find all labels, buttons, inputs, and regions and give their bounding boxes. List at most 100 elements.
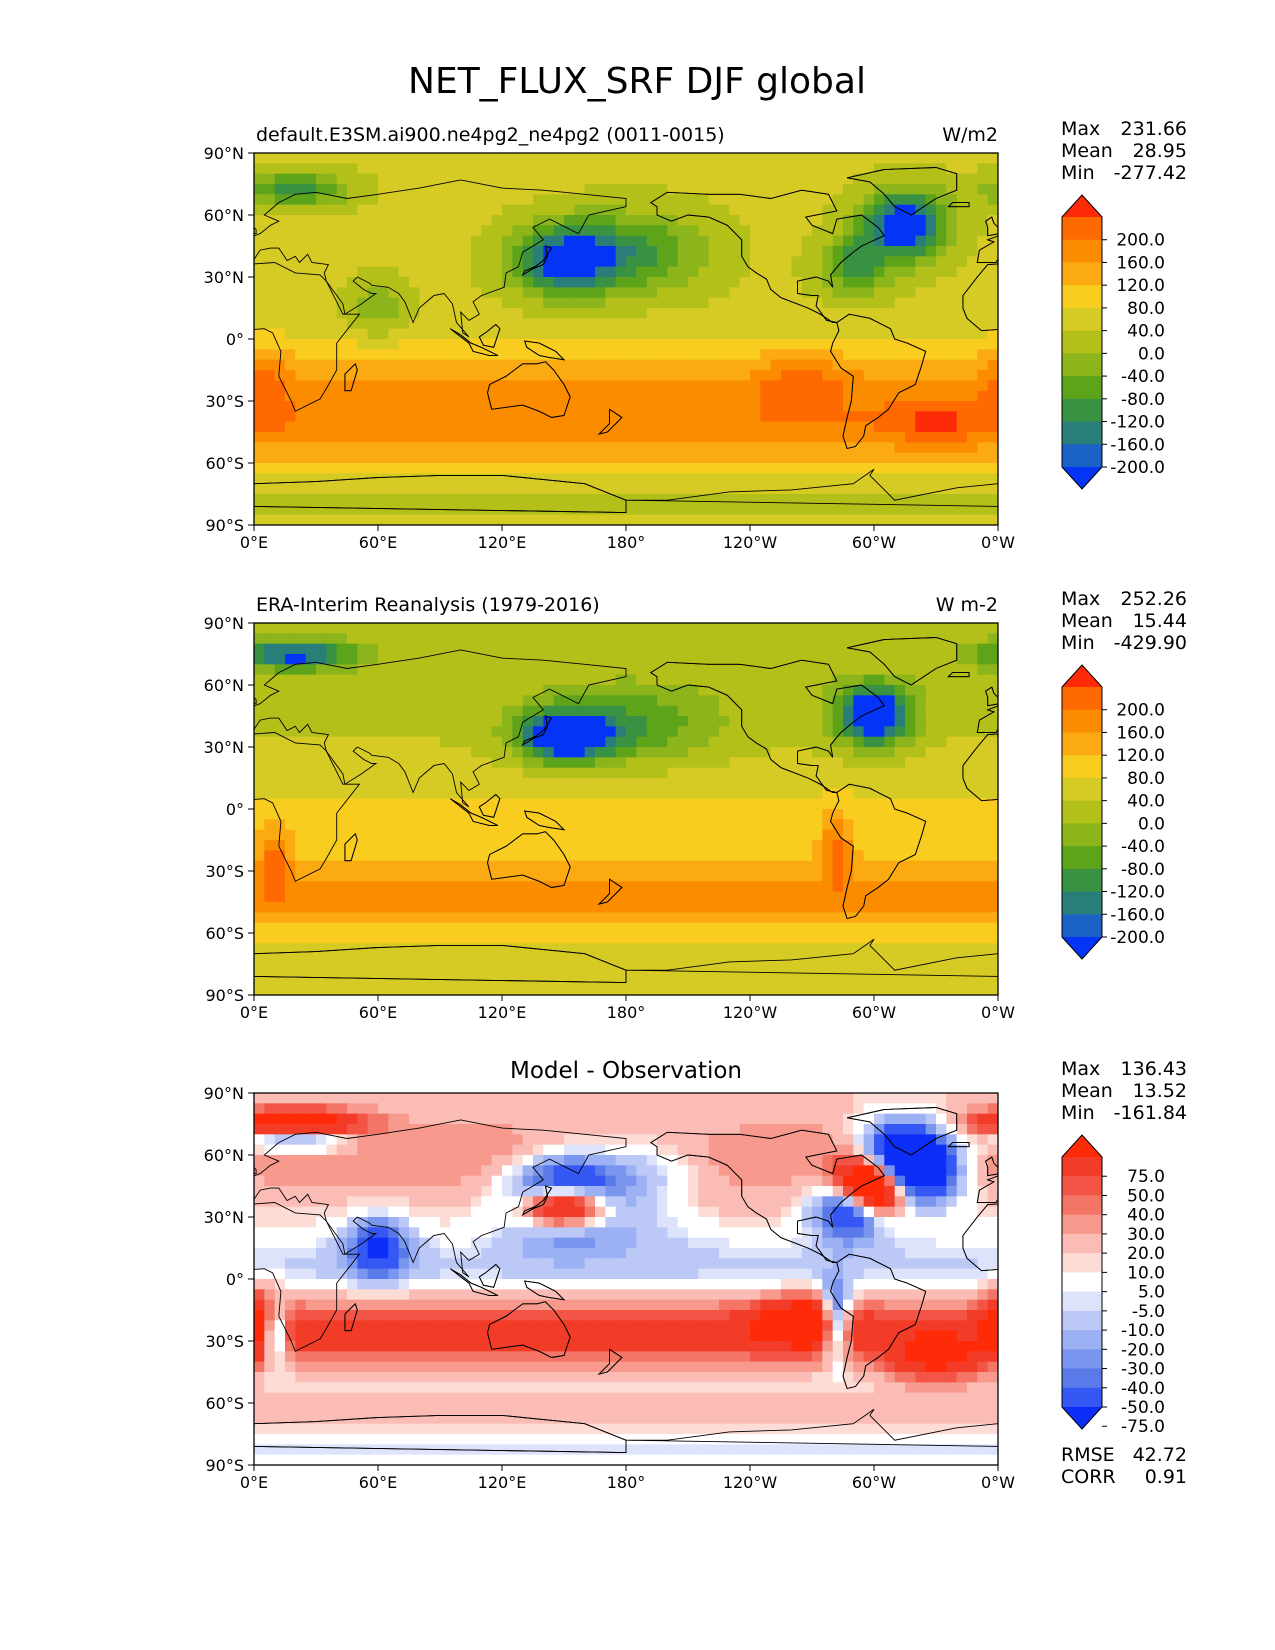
grid-cell (750, 726, 761, 738)
grid-cell (843, 194, 854, 206)
grid-cell (533, 380, 544, 392)
grid-cell (522, 767, 534, 779)
grid-cell (615, 788, 627, 800)
grid-cell (874, 809, 885, 820)
grid-cell (832, 308, 844, 319)
grid-cell (502, 359, 513, 371)
grid-cell (843, 401, 854, 412)
grid-cell (708, 277, 720, 288)
grid-cell (285, 829, 296, 841)
grid-cell (770, 674, 782, 686)
grid-cell (946, 297, 958, 309)
grid-cell (729, 974, 741, 986)
grid-cell (378, 871, 389, 882)
grid-cell (440, 964, 451, 975)
grid-cell (471, 984, 482, 995)
grid-cell (822, 850, 834, 862)
grid-cell (884, 778, 896, 789)
grid-cell (264, 953, 276, 965)
grid-cell (388, 891, 400, 903)
grid-cell (987, 184, 998, 195)
grid-cell (801, 215, 813, 226)
grid-cell (739, 736, 751, 748)
grid-cell (626, 318, 637, 330)
grid-cell (295, 432, 307, 443)
grid-cell (832, 819, 844, 831)
grid-cell (956, 442, 968, 454)
grid-cell (367, 922, 379, 934)
grid-cell (502, 757, 513, 769)
grid-cell (925, 432, 937, 443)
grid-cell (522, 840, 534, 851)
grid-cell (367, 891, 379, 903)
grid-cell (615, 685, 627, 696)
grid-cell (801, 964, 813, 975)
grid-cell (357, 184, 369, 195)
grid-cell (491, 297, 503, 309)
grid-cell (832, 726, 844, 738)
grid-cell (512, 297, 524, 309)
grid-cell (440, 736, 451, 748)
grid-cell (791, 287, 803, 299)
grid-cell (636, 705, 648, 717)
grid-cell (409, 297, 420, 309)
grid-cell (471, 349, 482, 361)
grid-cell (946, 390, 958, 402)
grid-cell (595, 860, 606, 872)
grid-cell (398, 798, 410, 810)
grid-cell (605, 829, 617, 841)
grid-cell (956, 432, 968, 443)
grid-cell (626, 184, 637, 195)
grid-cell (677, 819, 689, 831)
grid-cell (481, 173, 493, 185)
grid-cell (471, 953, 482, 965)
grid-cell (533, 153, 544, 164)
grid-cell (264, 850, 276, 862)
grid-cell (595, 674, 606, 686)
grid-cell (729, 287, 741, 299)
grid-cell (326, 256, 338, 268)
grid-cell (357, 349, 369, 361)
grid-cell (760, 819, 772, 831)
colorbar-segment (1062, 421, 1102, 445)
grid-cell (595, 912, 606, 924)
grid-cell (905, 215, 916, 226)
grid-cell (429, 747, 441, 758)
grid-cell (574, 215, 586, 226)
grid-cell (925, 287, 937, 299)
grid-cell (440, 215, 451, 226)
grid-cell (812, 308, 823, 319)
grid-cell (347, 695, 358, 707)
grid-cell (481, 767, 493, 779)
grid-cell (471, 736, 482, 748)
grid-cell (719, 339, 730, 350)
grid-cell (915, 153, 927, 164)
grid-cell (595, 767, 606, 779)
grid-cell (636, 984, 648, 995)
grid-cell (388, 705, 400, 717)
grid-cell (822, 204, 834, 216)
grid-cell (781, 943, 792, 955)
grid-cell (770, 204, 782, 216)
grid-cell (905, 411, 916, 423)
grid-cell (429, 442, 441, 454)
grid-cell (708, 695, 720, 707)
grid-cell (429, 767, 441, 779)
grid-cell (626, 943, 637, 955)
grid-cell (460, 933, 472, 944)
grid-cell (770, 411, 782, 423)
grid-cell (874, 246, 885, 257)
grid-cell (543, 473, 555, 485)
grid-cell (347, 788, 358, 800)
grid-cell (502, 984, 513, 995)
coastline-madagascar (344, 362, 358, 392)
grid-cell (491, 974, 503, 986)
x-tick-label: 0°E (240, 533, 268, 552)
grid-cell (677, 297, 689, 309)
grid-cell (564, 184, 575, 195)
grid-cell (512, 798, 524, 810)
grid-cell (739, 902, 751, 913)
grid-cell (367, 483, 379, 495)
grid-cell (336, 685, 348, 696)
grid-cell (264, 633, 276, 645)
